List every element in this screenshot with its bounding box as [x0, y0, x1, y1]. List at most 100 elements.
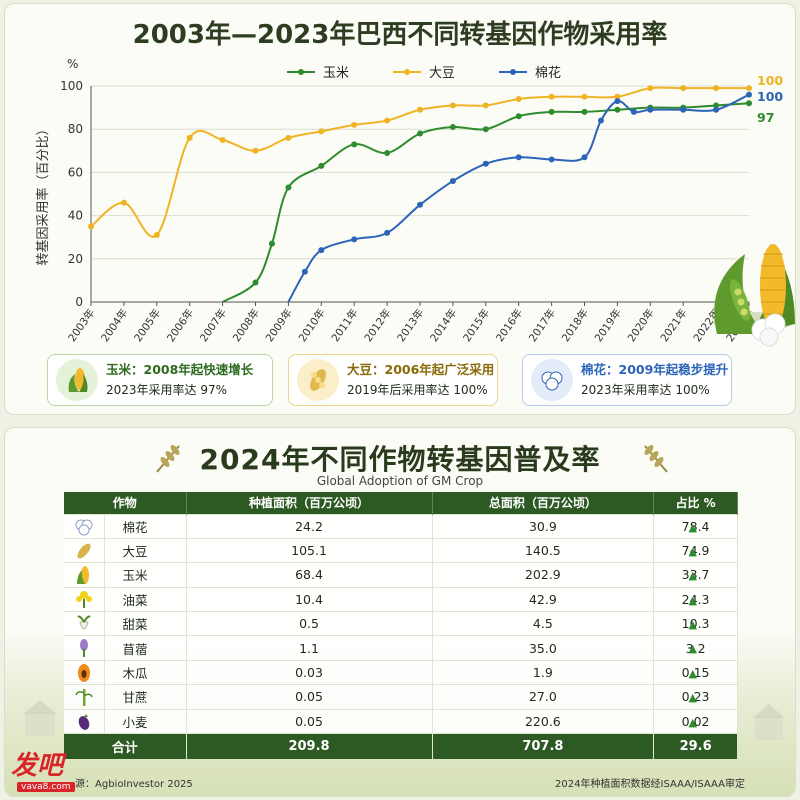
table-row: 油菜 10.4 42.9 24.3 ▲ [64, 586, 738, 612]
crop-name: 棉花 [104, 513, 187, 539]
y-tick-label: 20 [68, 252, 83, 266]
x-tick-label: 2017年 [526, 306, 558, 344]
total-area: 27.0 [432, 684, 655, 710]
x-tick-label: 2007年 [197, 306, 229, 344]
rapeseed-icon [75, 591, 92, 609]
planted-area: 105.1 [186, 537, 433, 563]
x-tick-label: 2018年 [559, 306, 591, 344]
data-point [482, 102, 489, 109]
x-tick-label: 2006年 [164, 306, 196, 344]
data-point [351, 121, 358, 128]
data-point [548, 108, 555, 115]
up-arrow-icon: ▲ [688, 593, 697, 607]
y-axis-label: 转基因采用率（百分比） [35, 122, 51, 265]
x-tick-label: 2009年 [263, 306, 295, 344]
soy-info-title: 大豆：2006年起广泛采用 [347, 362, 495, 377]
data-point [746, 100, 752, 107]
corn-icon [56, 359, 98, 401]
total-pct: 29.6 [653, 733, 738, 759]
table-title: 2024年不同作物转基因普及率 [199, 443, 601, 476]
data-point [301, 268, 308, 275]
site-logo: 发吧 [11, 751, 64, 781]
data-point [285, 134, 292, 141]
soy-info-box: 大豆：2006年起广泛采用 2019年后采用率达 100% [288, 354, 498, 406]
data-point [746, 91, 752, 98]
up-arrow-icon: ▲ [688, 544, 697, 558]
data-point [449, 178, 456, 185]
data-point [252, 147, 259, 154]
table-row: 甘蔗 0.05 27.0 0.23 ▲ [64, 684, 738, 710]
total-area: 42.9 [432, 586, 655, 612]
data-point [318, 128, 325, 135]
total-area: 140.5 [432, 537, 655, 563]
sugar-beet-icon [77, 615, 91, 630]
data-point [482, 126, 489, 133]
data-point [597, 117, 604, 124]
cotton-info-title: 棉花：2009年起稳步提升 [581, 362, 729, 377]
up-arrow-icon: ▲ [688, 520, 697, 534]
x-tick-label: 2003年 [65, 306, 97, 344]
total-area: 4.5 [432, 611, 655, 636]
up-arrow-icon: ▲ [688, 715, 697, 729]
col-header-planted: 种植面积（百万公顷） [186, 492, 433, 514]
data-point [713, 106, 720, 113]
end-label: 100 [757, 73, 783, 88]
end-label: 97 [757, 110, 774, 125]
up-arrow-icon: ▲ [688, 618, 697, 632]
y-tick-label: 40 [68, 209, 83, 223]
total-area: 35.0 [432, 635, 655, 661]
data-point [186, 134, 193, 141]
adoption-pct: 3.2 [685, 640, 706, 656]
adoption-pct: 74.9 [681, 543, 710, 559]
data-point [384, 117, 391, 124]
data-point [351, 141, 358, 148]
x-tick-label: 2016年 [493, 306, 525, 344]
adoption-pct: 78.4 [681, 518, 710, 534]
col-header-total: 总面积（百万公顷） [432, 492, 655, 514]
gm-adoption-table: 作物 种植面积（百万公顷） 总面积（百万公顷） 占比 % 棉花 24.2 30.9 7… [64, 492, 738, 759]
total-area: 220.6 [432, 708, 655, 734]
table-row: 小麦 0.05 220.6 0.02 ▲ [64, 708, 738, 734]
legend-marker [298, 69, 304, 75]
data-point [219, 137, 226, 143]
x-tick-label: 2013年 [394, 306, 426, 344]
adoption-pct: 33.7 [681, 567, 710, 583]
x-tick-label: 2012年 [362, 306, 394, 344]
sugarcane-icon [75, 688, 93, 706]
corn-info-title: 玉米：2008年起快速增长 [106, 362, 254, 377]
data-point [384, 229, 391, 236]
total-area-sum: 707.8 [432, 733, 655, 759]
table-row: 大豆 105.1 140.5 74.9 ▲ [64, 537, 738, 563]
data-point [614, 98, 621, 105]
x-tick-label: 2008年 [230, 306, 262, 344]
data-point [417, 130, 423, 137]
total-area: 1.9 [432, 659, 655, 685]
data-point [318, 162, 325, 169]
data-point [713, 85, 720, 92]
data-point [417, 201, 423, 208]
soy-info-detail: 2019年后采用率达 100% [347, 383, 488, 397]
alfalfa-icon [79, 639, 88, 658]
x-tick-label: 2014年 [427, 306, 459, 344]
x-tick-label: 2020年 [625, 306, 657, 344]
cotton-icon [531, 359, 573, 401]
data-point [482, 160, 489, 167]
wheat-right-icon [644, 445, 668, 473]
data-point [680, 106, 687, 113]
cotton-info-detail: 2023年采用率达 100% [581, 383, 710, 397]
table-row: 玉米 68.4 202.9 33.7 ▲ [64, 562, 738, 588]
x-tick-label: 2011年 [329, 306, 361, 344]
up-arrow-icon: ▲ [688, 642, 697, 656]
data-point [384, 149, 391, 156]
total-label: 合计 [64, 733, 187, 759]
data-point [268, 240, 275, 247]
x-tick-label: 2019年 [592, 306, 624, 344]
up-arrow-icon: ▲ [688, 666, 697, 680]
data-point [630, 108, 637, 115]
papaya-icon [77, 663, 90, 682]
data-point [548, 156, 555, 163]
data-point [417, 106, 423, 113]
table-subtitle: Global Adoption of GM Crop [316, 474, 484, 488]
planted-area: 0.05 [186, 708, 433, 734]
gm-table-panel: 2024年不同作物转基因普及率 Global Adoption of GM Cr… [4, 427, 796, 797]
